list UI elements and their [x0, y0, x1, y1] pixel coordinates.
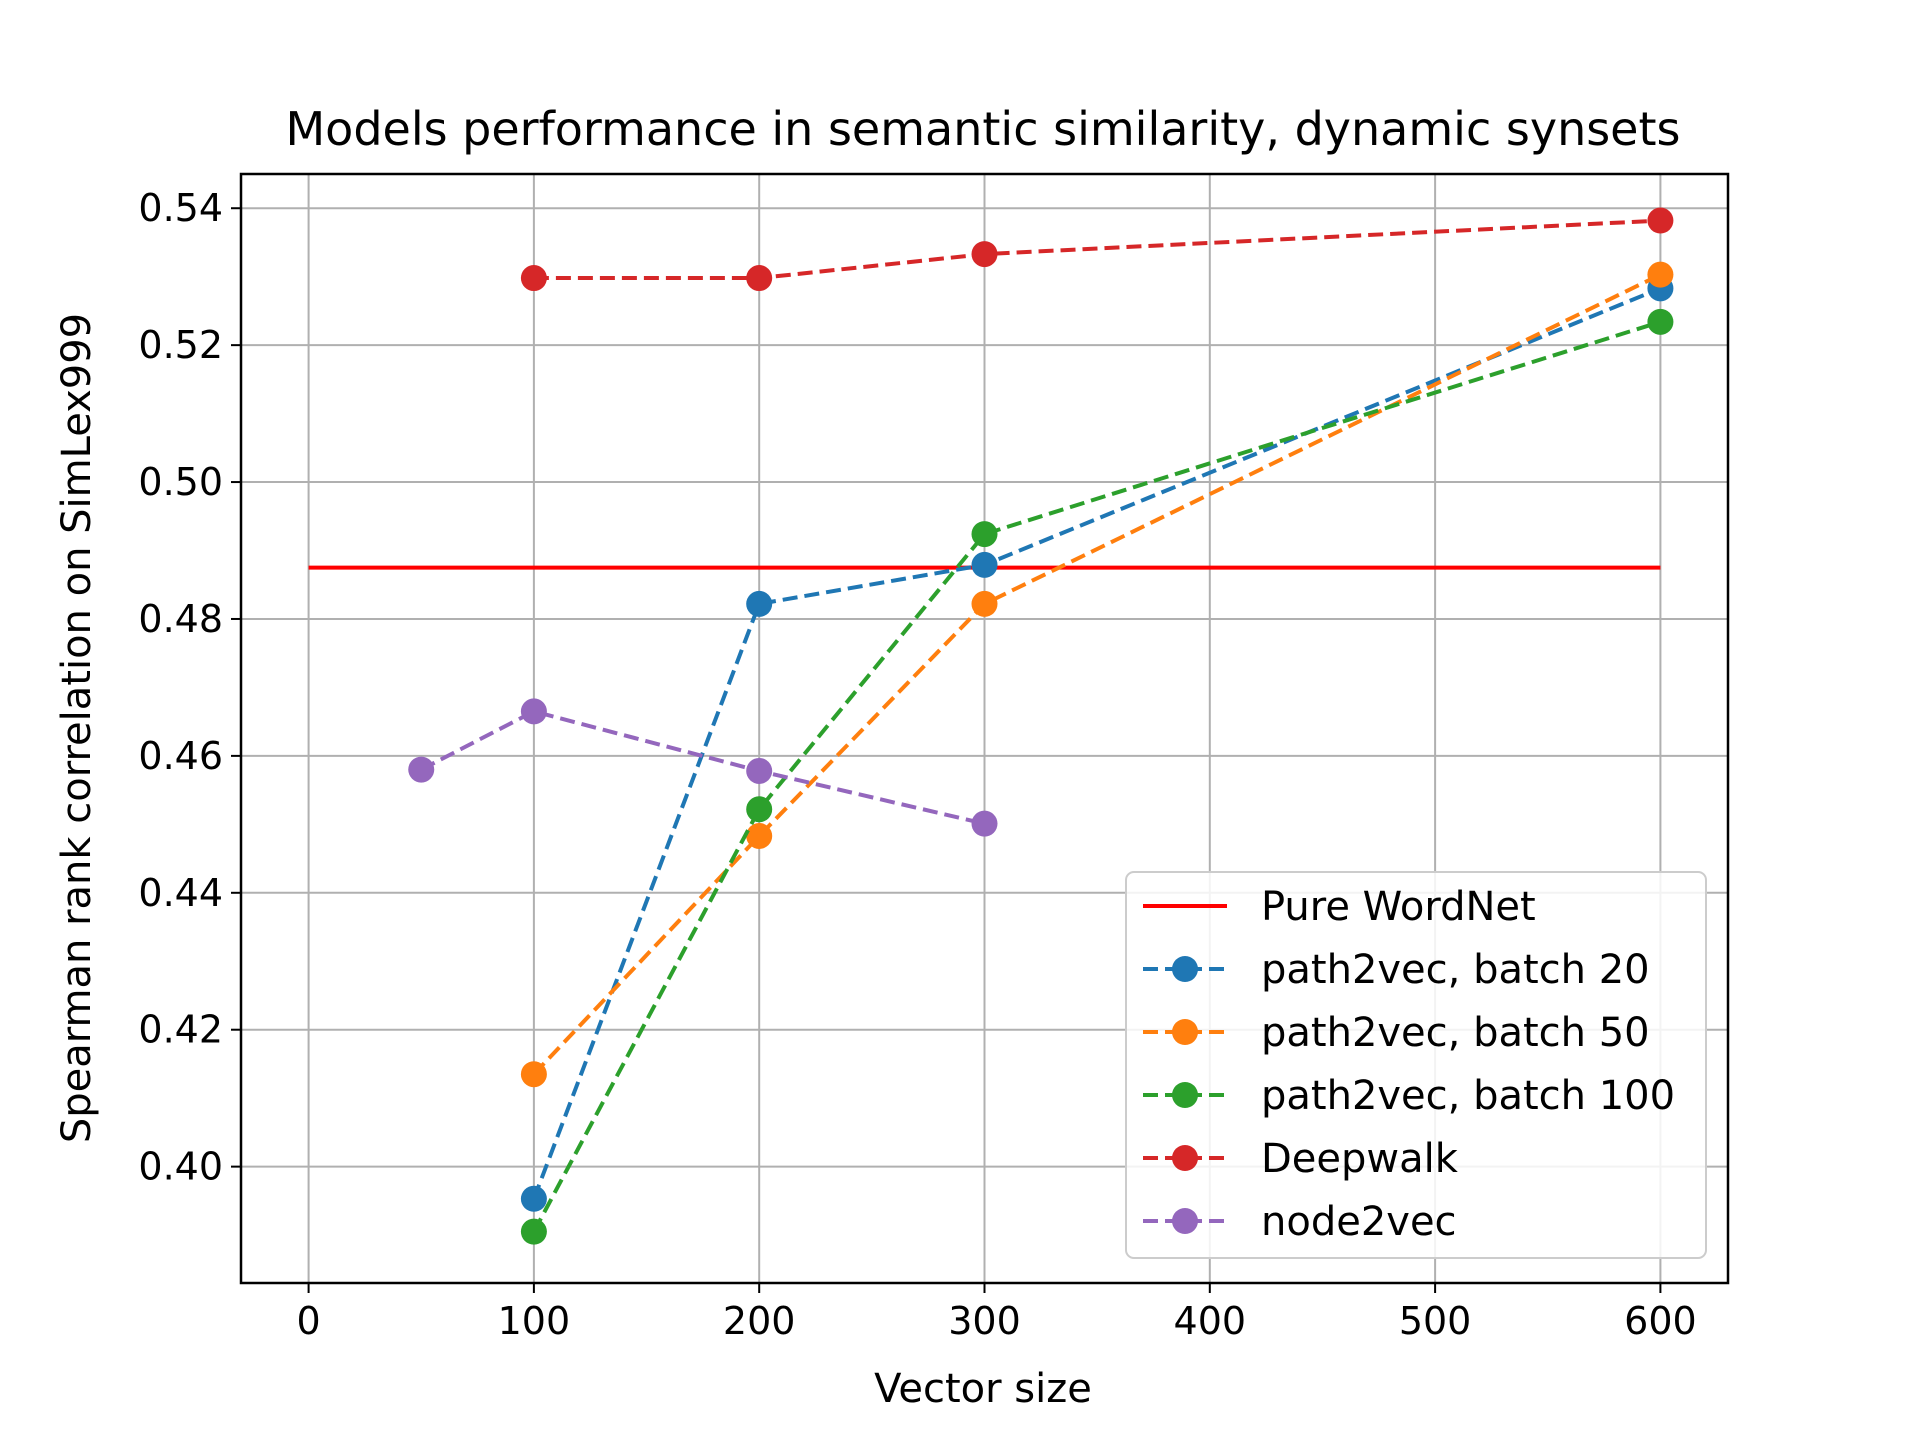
- legend-label: path2vec, batch 20: [1261, 947, 1650, 993]
- y-tick-label: 0.52: [138, 323, 223, 367]
- data-point: [1647, 261, 1674, 288]
- legend-marker: [1172, 1082, 1198, 1108]
- x-tick-label: 0: [296, 1299, 320, 1343]
- data-point: [408, 756, 435, 783]
- legend-label: path2vec, batch 100: [1261, 1073, 1675, 1119]
- series-line-deepwalk: [533, 218, 1661, 281]
- tick-layer: 0 100 200 300 400 500 600 0.40 0.42 0.44 0.46 0.48 0…: [138, 186, 1696, 1343]
- x-tick-label: 500: [1399, 1299, 1472, 1343]
- legend: Pure WordNet path2vec, batch 20 path2vec, …: [1125, 871, 1707, 1259]
- y-tick-label: 0.50: [138, 460, 223, 504]
- data-point: [746, 590, 773, 617]
- legend-label: Pure WordNet: [1261, 884, 1536, 930]
- data-point: [746, 822, 773, 849]
- legend-label: Deepwalk: [1261, 1136, 1459, 1182]
- series-path2vec-batch-100: [520, 308, 1674, 1245]
- series-path2vec-batch-20: [520, 275, 1674, 1212]
- legend-marker: [1172, 1019, 1198, 1045]
- series-line-node2vec: [420, 709, 985, 826]
- legend-frame: [1125, 871, 1707, 1259]
- data-point: [971, 241, 998, 268]
- legend-label: node2vec: [1261, 1199, 1457, 1245]
- x-tick-label: 400: [1174, 1299, 1247, 1343]
- y-tick-label: 0.46: [138, 734, 223, 778]
- data-point: [520, 1218, 547, 1245]
- legend-marker: [1172, 1145, 1198, 1171]
- y-tick-label: 0.54: [138, 186, 223, 230]
- x-tick-label: 300: [948, 1299, 1021, 1343]
- legend-marker: [1172, 1208, 1198, 1234]
- data-point: [520, 1061, 547, 1088]
- chart-title: Models performance in semantic similarit…: [285, 102, 1680, 156]
- data-point: [520, 1185, 547, 1212]
- series-path2vec-batch-50: [520, 261, 1674, 1088]
- series-deepwalk: [520, 207, 1674, 292]
- x-tick-label: 200: [723, 1299, 796, 1343]
- data-point: [746, 757, 773, 784]
- data-point: [520, 265, 547, 292]
- x-tick-label: 100: [498, 1299, 571, 1343]
- data-point: [746, 796, 773, 823]
- data-point: [1647, 308, 1674, 335]
- y-tick-label: 0.42: [138, 1008, 223, 1052]
- data-point: [971, 521, 998, 548]
- series-line-path2vec-batch-100: [532, 319, 1662, 1233]
- y-axis-label: Spearman rank correlation on SimLex999: [54, 313, 100, 1143]
- data-point: [971, 810, 998, 837]
- legend-label: path2vec, batch 50: [1261, 1010, 1650, 1056]
- y-tick-label: 0.48: [138, 597, 223, 641]
- x-tick-label: 600: [1624, 1299, 1697, 1343]
- data-point: [520, 698, 547, 725]
- y-tick-label: 0.44: [138, 871, 223, 915]
- data-point: [971, 590, 998, 617]
- series-line-path2vec-batch-20: [532, 286, 1662, 1200]
- legend-marker: [1172, 956, 1198, 982]
- y-tick-label: 0.40: [138, 1145, 223, 1189]
- series-line-path2vec-batch-50: [532, 272, 1662, 1076]
- data-point: [746, 265, 773, 292]
- x-axis-label: Vector size: [874, 1366, 1092, 1412]
- series-node2vec: [408, 698, 998, 837]
- data-point: [971, 551, 998, 578]
- data-point: [1647, 207, 1674, 234]
- series-layer: [308, 207, 1674, 1245]
